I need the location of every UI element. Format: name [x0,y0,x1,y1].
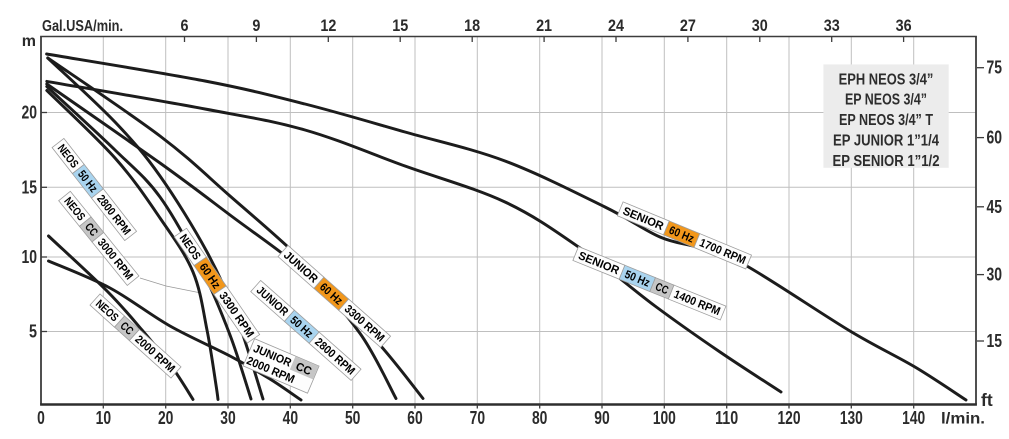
svg-text:120: 120 [777,407,800,428]
svg-text:m: m [22,33,36,50]
svg-text:30: 30 [752,17,768,35]
svg-text:21: 21 [536,17,552,35]
svg-text:ft: ft [981,390,993,410]
svg-text:6: 6 [181,17,189,35]
svg-text:75: 75 [987,58,1003,78]
svg-text:18: 18 [464,17,480,35]
svg-text:12: 12 [320,17,336,35]
svg-text:140: 140 [902,407,925,428]
svg-text:90: 90 [594,407,609,428]
svg-text:70: 70 [470,407,485,428]
svg-text:40: 40 [283,407,298,428]
svg-text:33: 33 [824,17,840,35]
svg-text:EPH NEOS 3/4”: EPH NEOS 3/4” [839,71,934,88]
svg-text:15: 15 [987,331,1003,351]
svg-text:27: 27 [680,17,696,35]
svg-text:l/min.: l/min. [941,411,985,428]
svg-text:60: 60 [987,128,1003,148]
svg-text:EP NEOS 3/4” T: EP NEOS 3/4” T [839,112,933,129]
svg-text:10: 10 [96,407,111,428]
svg-text:60: 60 [407,407,422,428]
svg-text:45: 45 [987,197,1003,217]
svg-text:15: 15 [392,17,408,35]
svg-text:100: 100 [653,407,676,428]
svg-text:CC: CC [294,361,313,378]
svg-text:80: 80 [532,407,547,428]
svg-text:24: 24 [608,17,625,35]
svg-text:10: 10 [22,247,38,267]
svg-text:36: 36 [896,17,912,35]
svg-text:15: 15 [22,177,38,197]
svg-text:EP JUNIOR 1”1/4: EP JUNIOR 1”1/4 [833,133,939,150]
svg-text:110: 110 [715,407,738,428]
svg-text:CC: CC [653,281,670,297]
svg-text:20: 20 [22,103,38,123]
svg-text:Gal.USA/min.: Gal.USA/min. [42,18,123,35]
svg-text:30: 30 [987,265,1003,285]
svg-text:50: 50 [345,407,360,428]
svg-text:0: 0 [37,407,45,428]
svg-text:30: 30 [220,407,235,428]
svg-text:5: 5 [29,322,37,342]
svg-text:130: 130 [840,407,863,428]
svg-text:20: 20 [158,407,173,428]
svg-text:EP NEOS 3/4”: EP NEOS 3/4” [845,92,927,109]
svg-text:9: 9 [252,17,260,35]
svg-text:EP SENIOR 1”1/2: EP SENIOR 1”1/2 [833,153,940,170]
